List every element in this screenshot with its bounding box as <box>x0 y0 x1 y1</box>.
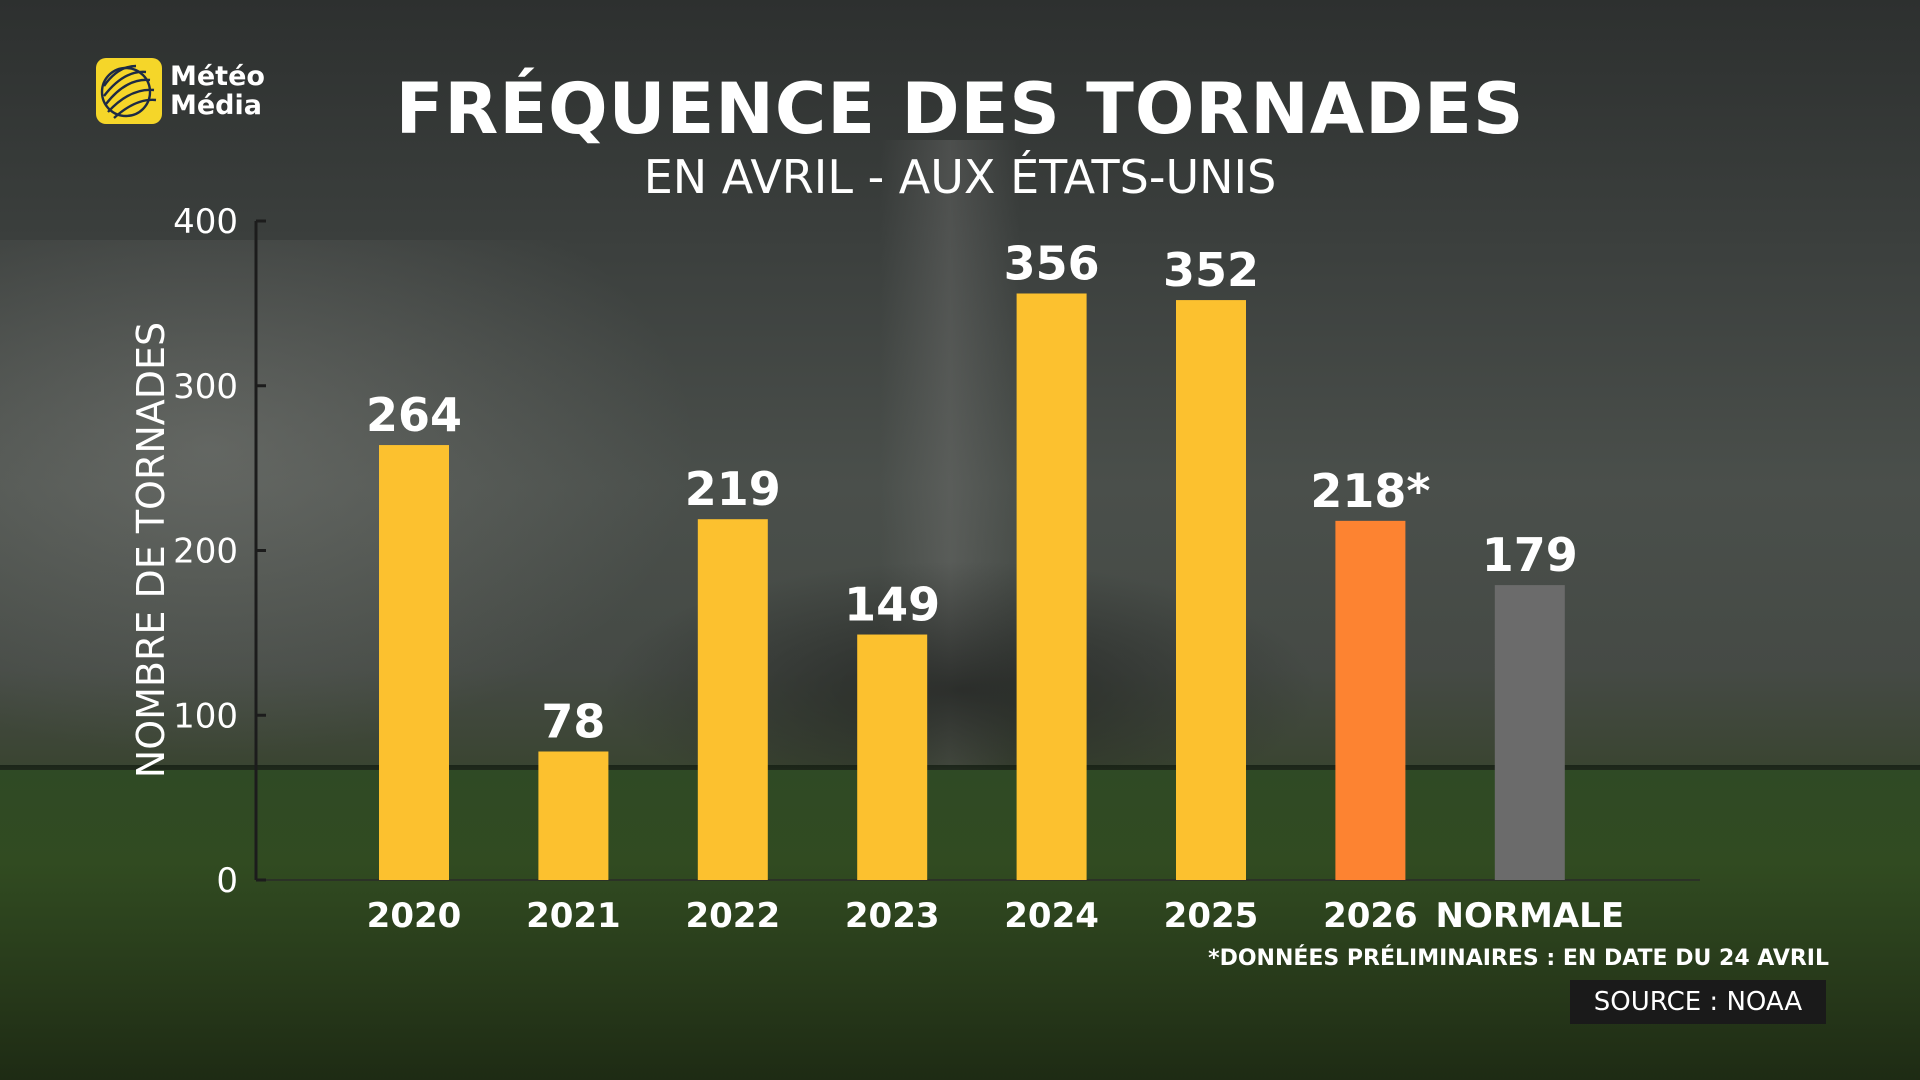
bar-2021 <box>538 751 609 880</box>
background-field <box>0 770 1920 1080</box>
data-label: 219 <box>685 462 781 516</box>
bar-normale <box>1494 585 1565 880</box>
logo-line-1: Météo <box>170 61 265 92</box>
logo-wordmark: Météo Média <box>170 62 265 120</box>
x-tick-label: 2020 <box>367 896 462 936</box>
bar-2020 <box>379 445 449 880</box>
meteomedia-logo: Météo Média <box>96 58 265 124</box>
chart-subtitle: EN AVRIL - AUX ÉTATS-UNIS <box>643 150 1277 204</box>
x-tick-label: 2021 <box>526 896 621 936</box>
y-tick-label: 400 <box>173 202 238 242</box>
data-label: 218* <box>1310 464 1430 518</box>
x-tick-label: 2022 <box>685 896 780 936</box>
data-label: 149 <box>844 578 940 632</box>
logo-globe-icon <box>96 58 162 124</box>
bar-2023 <box>857 634 928 880</box>
data-label: 264 <box>366 388 462 442</box>
y-tick-label: 200 <box>173 532 238 572</box>
x-tick-label: 2023 <box>845 896 940 936</box>
y-tick-label: 100 <box>173 696 238 736</box>
data-label: 356 <box>1004 236 1100 290</box>
chart-title: FRÉQUENCE DES TORNADES <box>395 68 1525 150</box>
y-tick-label: 0 <box>216 861 238 901</box>
x-tick-label: 2024 <box>1004 896 1099 936</box>
bar-2022 <box>697 519 768 880</box>
footnote: *DONNÉES PRÉLIMINAIRES : EN DATE DU 24 A… <box>1208 946 1829 971</box>
bar-2025 <box>1176 300 1246 881</box>
x-tick-label: 2026 <box>1323 896 1418 936</box>
logo-line-2: Média <box>170 90 262 121</box>
y-tick-label: 300 <box>173 367 238 407</box>
x-tick-label: 2025 <box>1164 896 1259 936</box>
source-label: SOURCE : NOAA <box>1570 980 1826 1024</box>
bar-2026 <box>1335 520 1406 880</box>
data-label: 78 <box>541 694 605 748</box>
data-label: 352 <box>1163 243 1259 297</box>
x-tick-label: NORMALE <box>1436 896 1625 936</box>
bar-2024 <box>1016 293 1087 880</box>
data-label: 179 <box>1482 528 1578 582</box>
background-sky <box>0 240 700 760</box>
